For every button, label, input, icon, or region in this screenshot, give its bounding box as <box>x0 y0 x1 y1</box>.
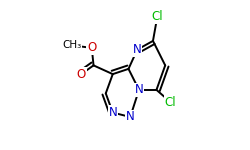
Text: Cl: Cl <box>152 10 163 23</box>
Text: N: N <box>126 110 134 123</box>
Text: CH₃: CH₃ <box>62 40 81 50</box>
Text: N: N <box>133 43 141 56</box>
Text: O: O <box>87 41 97 54</box>
Text: Cl: Cl <box>165 96 176 109</box>
Text: N: N <box>108 106 117 119</box>
Text: O: O <box>77 68 86 81</box>
Text: N: N <box>134 83 143 96</box>
